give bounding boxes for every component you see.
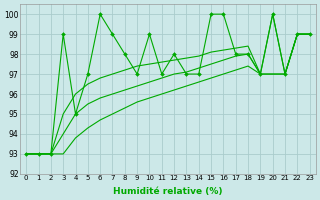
X-axis label: Humidité relative (%): Humidité relative (%) <box>113 187 223 196</box>
